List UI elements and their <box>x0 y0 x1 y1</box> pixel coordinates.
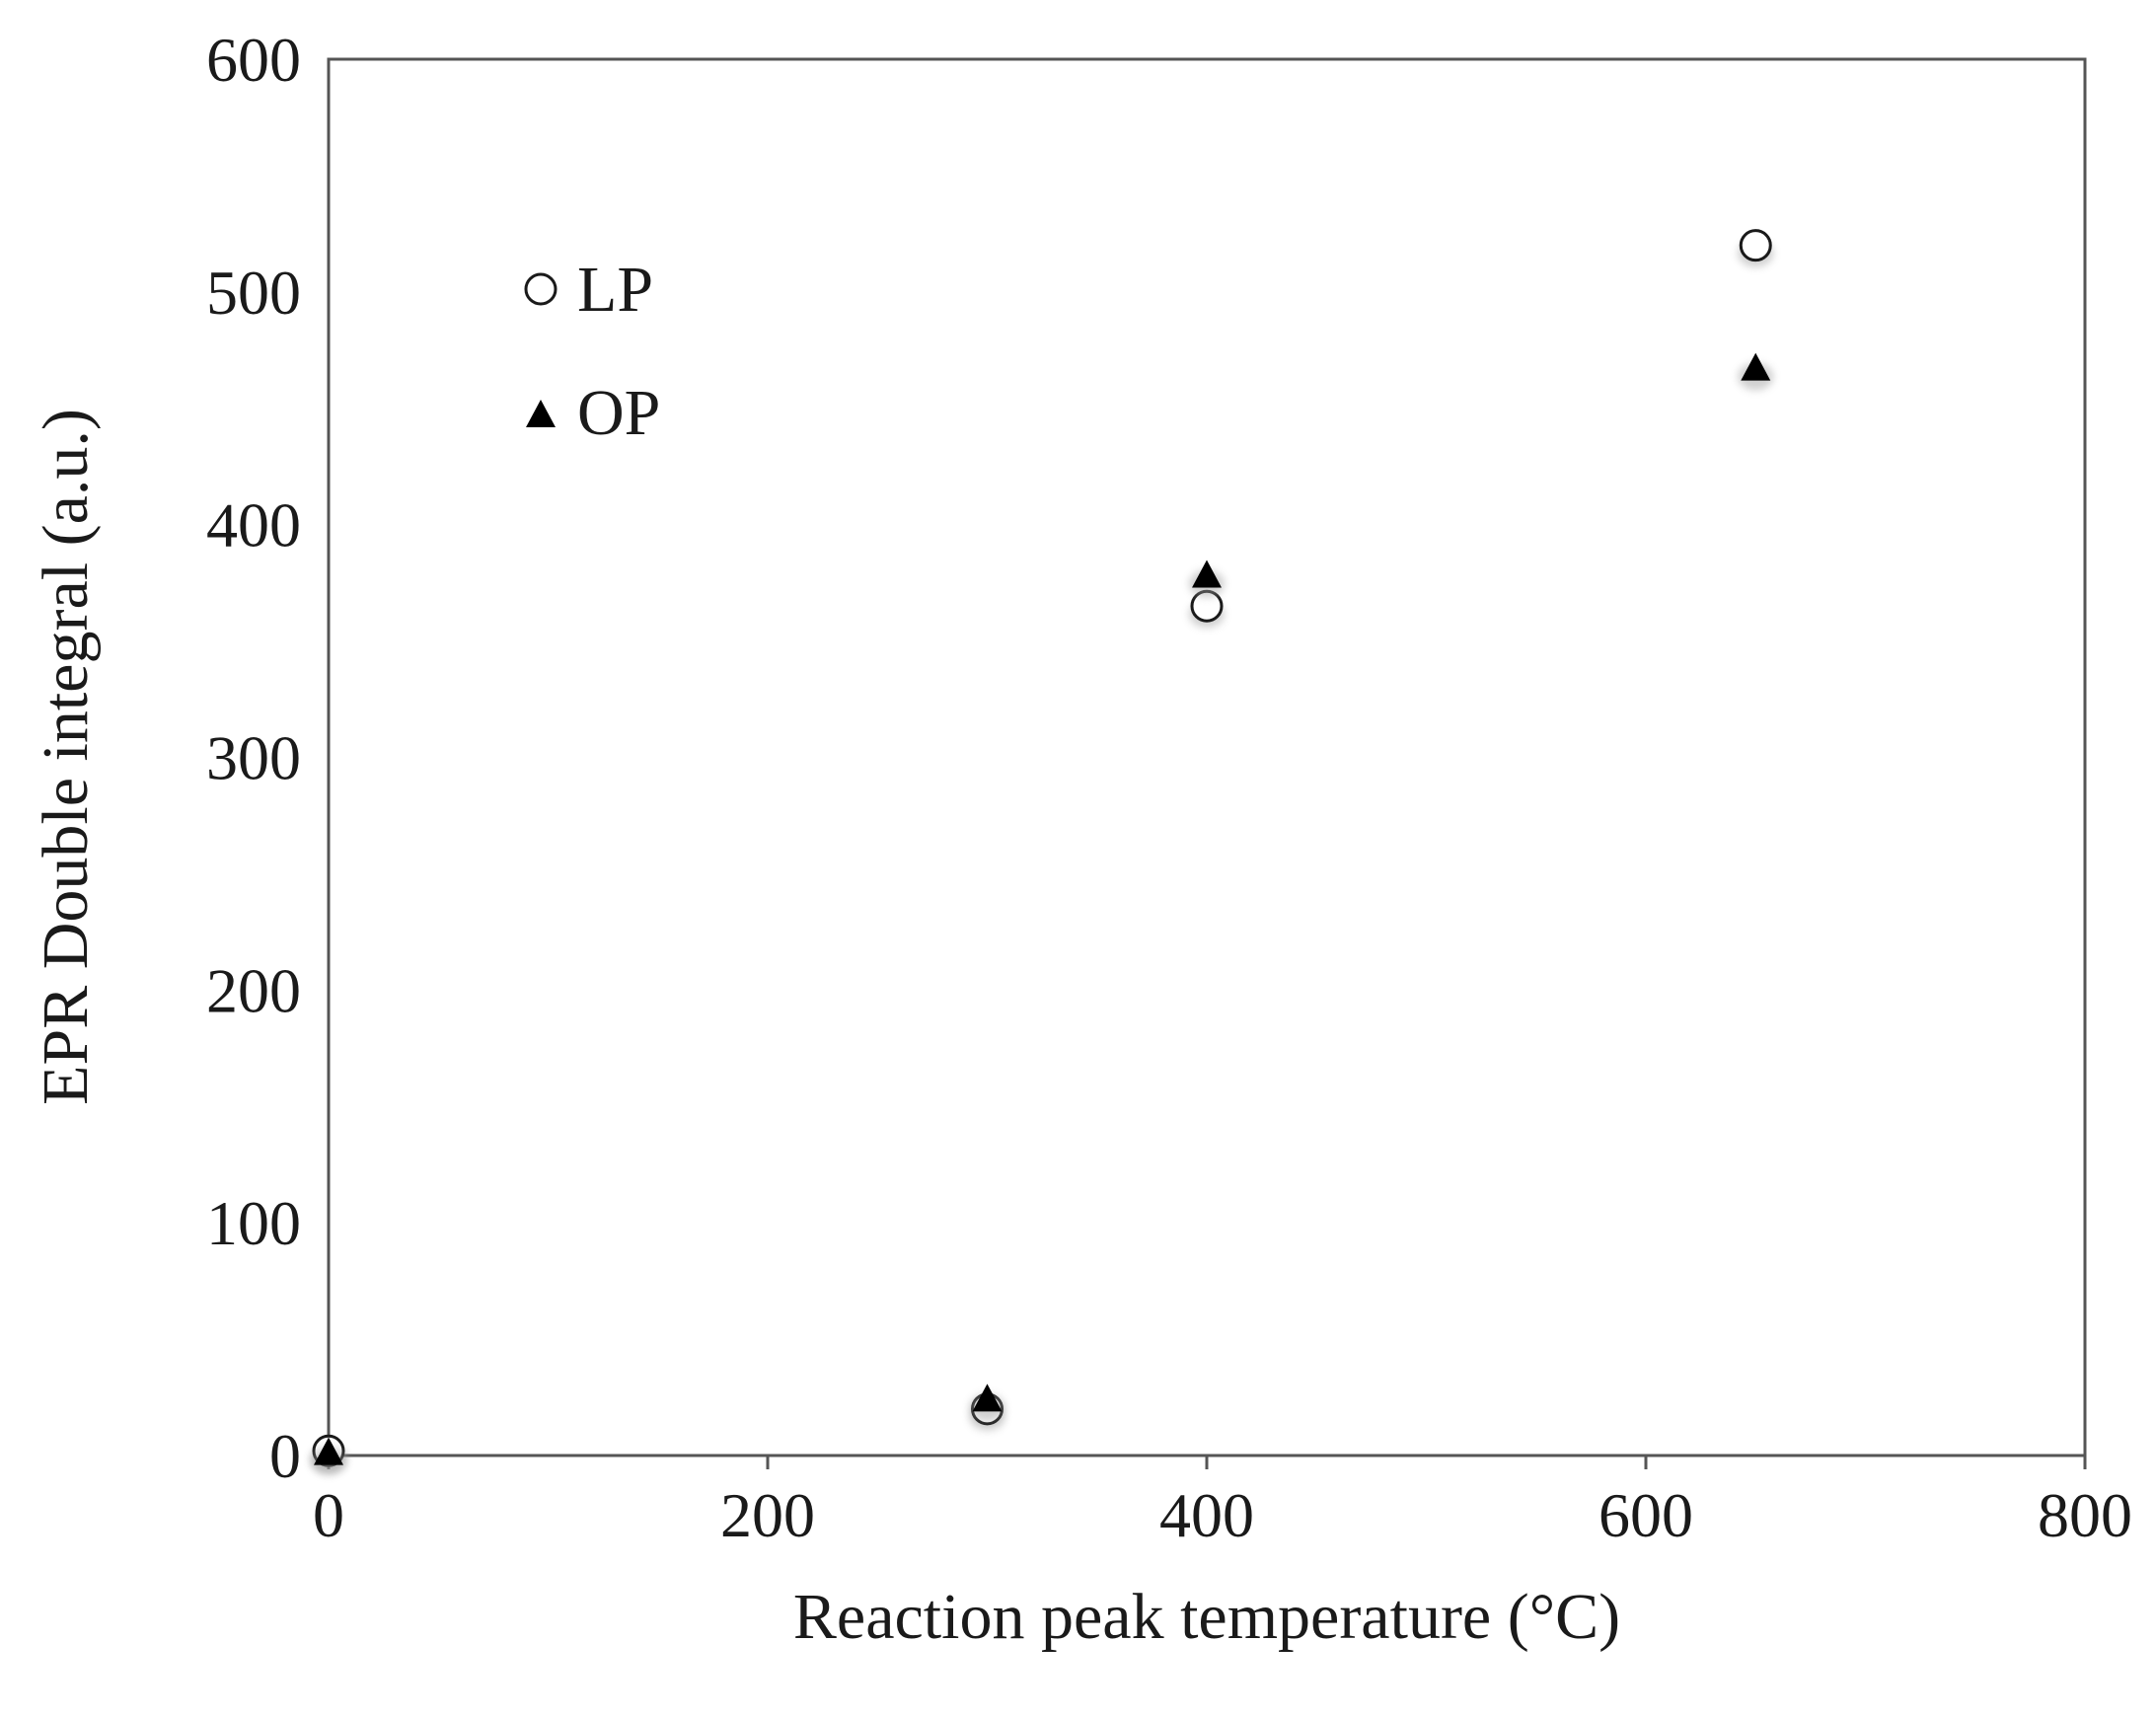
legend-op-label: OP <box>577 377 660 449</box>
y-tick-label: 100 <box>206 1188 301 1258</box>
data-point-op <box>1192 560 1222 588</box>
x-axis-ticks: 0 200 400 600 800 <box>313 1480 2132 1550</box>
x-tick-label: 200 <box>720 1480 815 1550</box>
y-tick-label: 0 <box>269 1421 301 1491</box>
y-axis-title: EPR Double integral (a.u.) <box>30 409 102 1105</box>
x-axis-tick-marks <box>327 1456 2087 1469</box>
data-point-op <box>972 1383 1003 1412</box>
legend-op-marker <box>526 400 556 427</box>
legend-lp-marker <box>524 272 558 306</box>
y-axis-ticks: 0 100 200 300 400 500 600 <box>206 25 301 1491</box>
x-tick-label: 400 <box>1159 1480 1254 1550</box>
legend-lp-label: LP <box>577 254 653 326</box>
data-point-lp <box>1739 229 1772 262</box>
data-point-op <box>314 1437 343 1465</box>
x-tick-label: 600 <box>1598 1480 1693 1550</box>
y-tick-label: 400 <box>206 490 301 560</box>
y-tick-label: 600 <box>206 25 301 95</box>
x-tick-label: 0 <box>313 1480 344 1550</box>
legend: LP OP <box>524 254 660 449</box>
x-axis-title: Reaction peak temperature (°C) <box>793 1581 1620 1653</box>
data-points <box>311 229 1774 1475</box>
y-tick-label: 500 <box>206 258 301 328</box>
y-tick-label: 300 <box>206 723 301 793</box>
x-tick-label: 800 <box>2038 1480 2132 1550</box>
y-tick-label: 200 <box>206 955 301 1025</box>
data-point-op <box>1741 352 1771 381</box>
